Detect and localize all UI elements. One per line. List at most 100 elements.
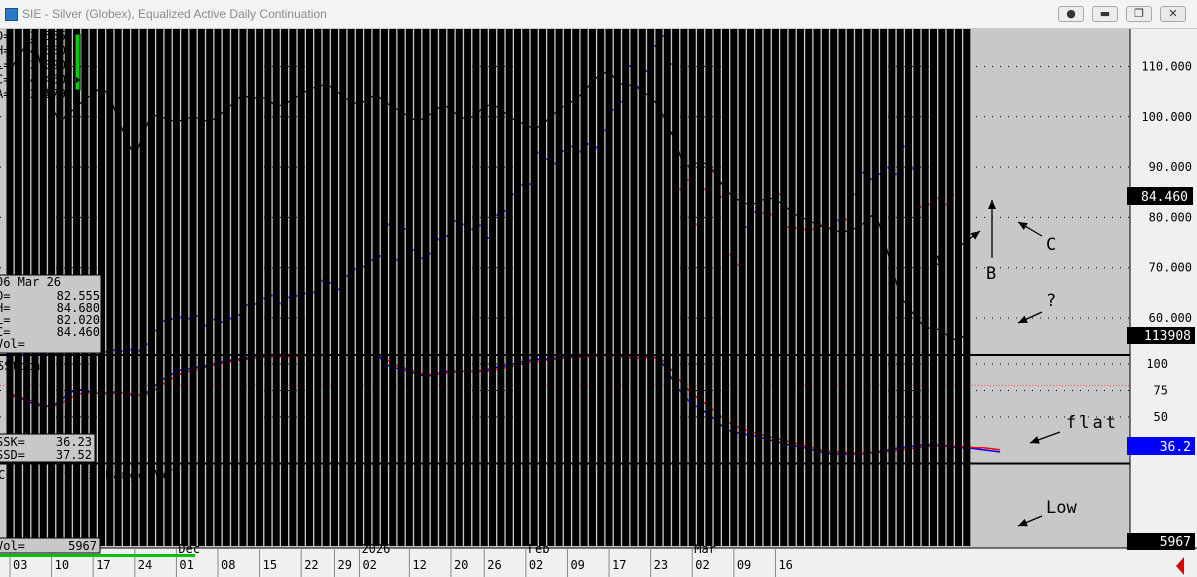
- close-button[interactable]: ✕: [1160, 6, 1186, 22]
- info-value: 84.680: [23, 44, 66, 58]
- x-axis-background: [0, 548, 1197, 577]
- y-tick-label: 50: [1154, 410, 1168, 424]
- x-tick-label: 10: [55, 558, 69, 572]
- volume-bar: [397, 0, 405, 546]
- info-label: H=: [0, 44, 10, 58]
- volume-bar: [905, 0, 913, 546]
- volume-bar: [888, 0, 896, 546]
- stoch-tag-badge: [1127, 437, 1195, 455]
- volume-bar: [522, 0, 530, 546]
- minimize-button[interactable]: ▬: [1092, 6, 1118, 22]
- volume-bar: [605, 0, 613, 546]
- x-tick-label: 29: [337, 558, 351, 572]
- annotation-a: A: [932, 253, 942, 273]
- volume-bar: [181, 0, 189, 546]
- data-window-label: O=: [0, 289, 10, 303]
- volume-bar: [638, 0, 646, 546]
- y-tick-label: 75: [1154, 384, 1168, 398]
- annotation-a-arrow-head: [970, 231, 980, 240]
- volume-bar: [464, 0, 472, 546]
- price-tag-badge: [1127, 187, 1193, 205]
- y-tick-label: 100.000: [1141, 110, 1192, 124]
- x-tick-label: 03: [13, 558, 27, 572]
- x-tick-label: 09: [570, 558, 584, 572]
- volume-bar: [946, 0, 954, 546]
- overlays: D= 82.555 H= 84.680 L= 82.020 C= 84.460 A= +2.279…: [0, 29, 1195, 575]
- window-title: SIE - Silver (Globex), Equalized Active …: [22, 7, 327, 21]
- restore-button[interactable]: ❐: [1126, 6, 1152, 22]
- volume-bar: [189, 0, 197, 546]
- volume-bar: [796, 0, 804, 546]
- volume-bar: [780, 0, 788, 546]
- volume-bar: [247, 0, 255, 546]
- volume-bar: [588, 0, 596, 546]
- annotation-c-arrow-head: [1018, 222, 1028, 230]
- stoch-tag-value: 36.2: [1160, 440, 1191, 455]
- volume-bar: [880, 0, 888, 546]
- volume-bar: [455, 0, 463, 546]
- volume-bar: [963, 0, 971, 546]
- volume-bar: [913, 0, 921, 546]
- volume-bar: [89, 0, 97, 546]
- volume-bar: [31, 0, 39, 546]
- data-window-value: 82.555: [57, 289, 100, 303]
- volume-bar: [896, 0, 904, 546]
- volume-bar: [231, 0, 239, 546]
- stoch-readout-value: 36.23: [56, 435, 92, 449]
- volume-bar: [380, 0, 388, 546]
- volume-bar: [680, 0, 688, 546]
- volume-line-tag-badge: [1127, 327, 1195, 344]
- volume-bar: [572, 0, 580, 546]
- record-dot-button[interactable]: ●: [1058, 6, 1084, 22]
- volume-bar: [197, 0, 205, 546]
- volume-bar: [813, 0, 821, 546]
- restore-icon: ❐: [1134, 7, 1144, 20]
- volume-bar: [347, 0, 355, 546]
- volume-bar: [938, 0, 946, 546]
- annotations: A B C? flat Low: [932, 200, 1116, 527]
- info-value: 82.020: [23, 58, 66, 72]
- volume-bar: [206, 0, 214, 546]
- volume-bar: [921, 0, 929, 546]
- x-tick-label: 15: [263, 558, 277, 572]
- chart-app-icon[interactable]: [5, 8, 18, 21]
- volume-bar: [855, 0, 863, 546]
- volume-readout-box: [0, 537, 101, 554]
- y-tick-label: 100: [1146, 357, 1168, 371]
- volume-bar: [322, 0, 330, 546]
- volume-bar: [489, 0, 497, 546]
- y-tick-label: 90.000: [1149, 160, 1192, 174]
- volume-bar: [330, 0, 338, 546]
- volume-bar: [722, 0, 730, 546]
- volume-bar: [6, 0, 14, 546]
- volume-bar: [156, 0, 164, 546]
- volume-bar: [164, 0, 172, 546]
- volume-bar: [355, 0, 363, 546]
- volume-bar: [306, 0, 314, 546]
- volume-bar: [297, 0, 305, 546]
- volume-tag-value: 5967: [1160, 535, 1191, 550]
- y-tick-label: 60.000: [1149, 311, 1192, 325]
- volume-bar: [264, 0, 272, 546]
- stoch-title: SStoch: [0, 359, 40, 373]
- volume-bar: [281, 0, 289, 546]
- volume-title: Commodity Exchange Vol: [0, 468, 179, 482]
- volume-bar: [771, 0, 779, 546]
- volume-bar: [655, 0, 663, 546]
- volume-bar: [930, 0, 938, 546]
- x-tick-label: 02: [362, 558, 376, 572]
- volume-bar: [214, 0, 222, 546]
- annotation-low-arrow-head: [1018, 518, 1028, 527]
- info-label: A=: [0, 87, 10, 101]
- volume-bar: [622, 0, 630, 546]
- volume-bar: [746, 0, 754, 546]
- annotation-b: B: [986, 264, 996, 284]
- data-window-value: 84.680: [57, 301, 100, 315]
- volume-bar: [73, 0, 81, 546]
- volume-bar: [98, 0, 106, 546]
- volume-bar: [663, 0, 671, 546]
- volume-bar: [339, 0, 347, 546]
- info-value: +2.279: [23, 87, 66, 101]
